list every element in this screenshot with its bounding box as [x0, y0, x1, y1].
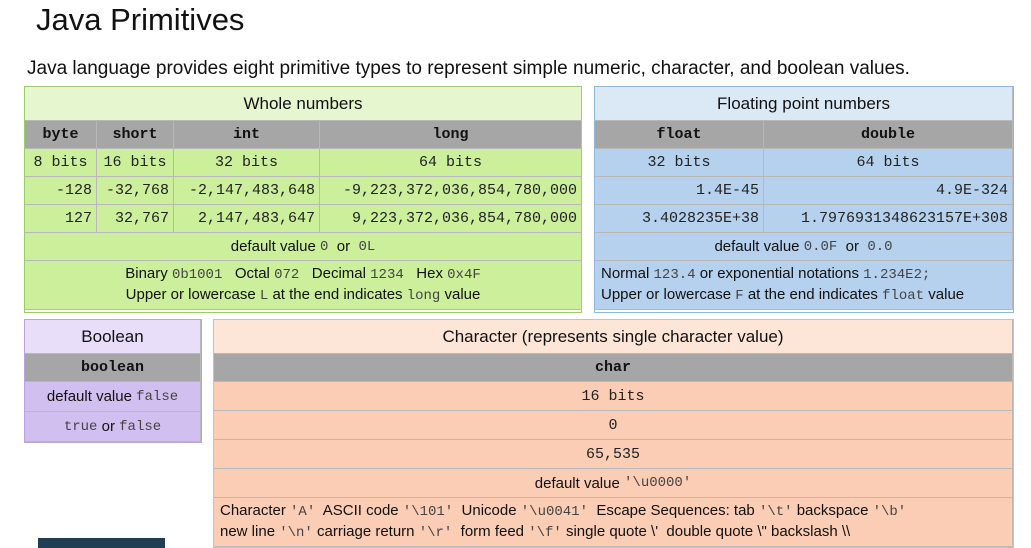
corner-bar [38, 538, 165, 548]
char-note-segment: \" [757, 523, 767, 540]
boolean-header: Boolean [25, 320, 201, 354]
char-note-segment: single quote [561, 523, 652, 540]
long-max: 9,223,372,036,854,780,000 [320, 205, 582, 233]
char-note-segment: Escape Sequences: tab [587, 502, 759, 519]
column-header-short: short [97, 121, 174, 149]
short-min: -32,768 [97, 177, 174, 205]
byte-min: -128 [25, 177, 97, 205]
char-note-segment: '\b' [872, 504, 907, 520]
column-header-int: int [174, 121, 320, 149]
char-note-segment: double quote [658, 523, 758, 540]
page-subtitle: Java language provides eight primitive t… [27, 58, 910, 79]
char-bits: 16 bits [214, 382, 1013, 411]
char-note-segment: new line [220, 523, 280, 540]
column-header-double: double [764, 121, 1013, 149]
char-note-segment: '\101' [402, 504, 454, 520]
char-note-segment: '\r' [418, 525, 453, 541]
char-note-segment: Character [220, 502, 291, 519]
char-note-segment: backspace [792, 502, 873, 519]
char-note-segment: \\ [841, 523, 851, 540]
double-bits: 64 bits [764, 149, 1013, 177]
float-min: 1.4E-45 [595, 177, 764, 205]
double-min: 4.9E-324 [764, 177, 1013, 205]
short-max: 32,767 [97, 205, 174, 233]
whole-default-value: default value 0 or 0L [25, 233, 582, 261]
char-note-segment: '\t' [758, 504, 793, 520]
char-notes-line-2: new line '\n' carriage return '\r' form … [220, 522, 850, 543]
long-min: -9,223,372,036,854,780,000 [320, 177, 582, 205]
boolean-default-value: default value false [25, 382, 201, 412]
char-note-segment: 'A' [290, 504, 316, 520]
float-literal-notes: Normal 123.4 or exponential notations 1.… [595, 261, 1013, 310]
char-min: 0 [214, 411, 1013, 440]
floating-point-panel: Floating point numbers float double 32 b… [594, 86, 1014, 313]
character-header: Character (represents single character v… [214, 320, 1013, 354]
char-note-segment: backslash [766, 523, 842, 540]
whole-numbers-header: Whole numbers [25, 87, 582, 121]
boolean-values: true or false [25, 412, 201, 442]
char-default-value: default value '\u0000' [214, 469, 1013, 498]
whole-numbers-panel: Whole numbers byte short int long 8 bits… [24, 86, 582, 313]
column-header-char: char [214, 354, 1013, 382]
column-header-boolean: boolean [25, 354, 201, 382]
char-note-segment: '\n' [279, 525, 313, 541]
float-default-value: default value 0.0F or 0.0 [595, 233, 1013, 261]
char-notes-line-1: Character 'A' ASCII code '\101' Unicode … [220, 501, 906, 522]
character-panel: Character (represents single character v… [213, 319, 1014, 548]
column-header-float: float [595, 121, 764, 149]
char-note-segment: \' [651, 523, 659, 540]
int-min: -2,147,483,648 [174, 177, 320, 205]
whole-literal-notes: Binary 0b1001 Octal 072 Decimal 1234 Hex… [25, 261, 582, 310]
byte-bits: 8 bits [25, 149, 97, 177]
byte-max: 127 [25, 205, 97, 233]
float-max: 3.4028235E+38 [595, 205, 764, 233]
float-bits: 32 bits [595, 149, 764, 177]
floating-point-header: Floating point numbers [595, 87, 1013, 121]
page-title: Java Primitives [36, 2, 245, 37]
char-note-segment: '\u0041' [520, 504, 588, 520]
double-max: 1.7976931348623157E+308 [764, 205, 1013, 233]
column-header-long: long [320, 121, 582, 149]
int-bits: 32 bits [174, 149, 320, 177]
char-note-segment: carriage return [312, 523, 419, 540]
column-header-byte: byte [25, 121, 97, 149]
char-note-segment: Unicode [453, 502, 521, 519]
char-note-segment: form feed [452, 523, 529, 540]
char-note-segment: '\f' [528, 525, 562, 541]
char-note-segment: ASCII code [315, 502, 403, 519]
short-bits: 16 bits [97, 149, 174, 177]
long-bits: 64 bits [320, 149, 582, 177]
char-literal-notes: Character 'A' ASCII code '\101' Unicode … [214, 498, 1013, 547]
char-max: 65,535 [214, 440, 1013, 469]
boolean-panel: Boolean boolean default value false true… [24, 319, 202, 443]
int-max: 2,147,483,647 [174, 205, 320, 233]
